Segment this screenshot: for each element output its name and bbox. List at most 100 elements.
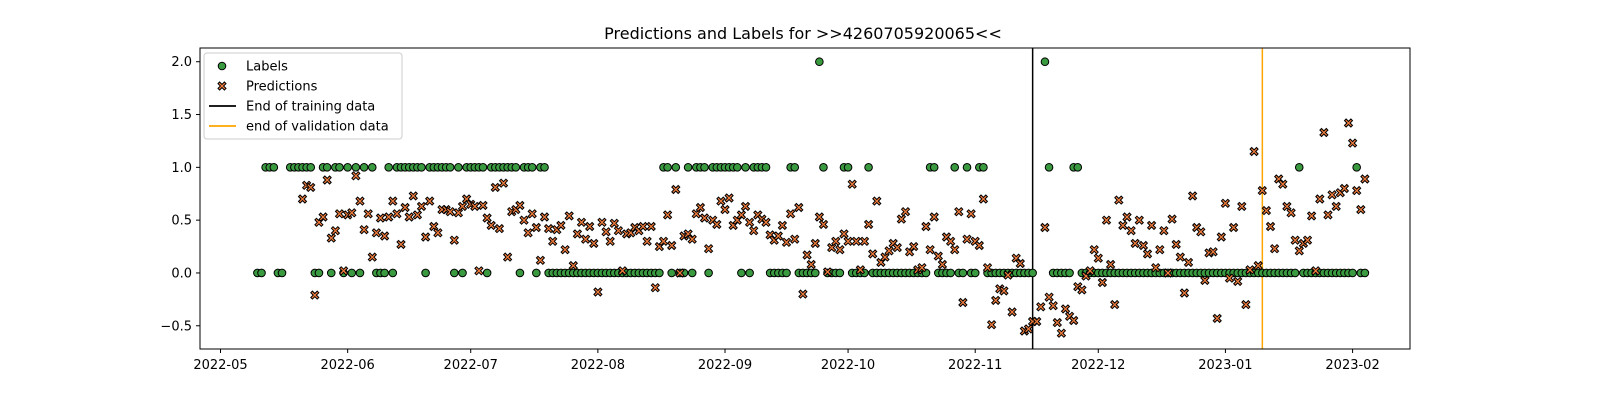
- reference-lines: [1031, 48, 1264, 349]
- label-point: [835, 268, 845, 278]
- prediction-point: [474, 266, 484, 276]
- prediction-point: [371, 228, 382, 238]
- prediction-point: [839, 229, 849, 239]
- prediction-point: [543, 223, 554, 234]
- prediction-point: [699, 213, 710, 223]
- label-point: [1028, 268, 1037, 278]
- prediction-point: [1347, 138, 1358, 148]
- label-point: [1290, 268, 1300, 278]
- prediction-point: [539, 212, 550, 222]
- legend-item-validation-end: end of validation data: [246, 120, 389, 135]
- prediction-point: [1060, 304, 1071, 314]
- prediction-point: [806, 259, 816, 270]
- prediction-point: [1114, 195, 1124, 205]
- prediction-point: [1077, 285, 1087, 295]
- label-point: [1352, 163, 1361, 172]
- prediction-point: [482, 213, 492, 223]
- label-point: [843, 163, 853, 172]
- y-tick-label: 1.0: [171, 161, 192, 176]
- legend-box: [203, 52, 403, 140]
- prediction-point: [1339, 183, 1350, 194]
- prediction-point: [675, 268, 685, 278]
- prediction-point: [863, 219, 874, 230]
- label-point: [326, 268, 336, 278]
- prediction-point: [900, 206, 911, 217]
- prediction-point: [523, 228, 533, 238]
- label-point: [335, 163, 344, 172]
- prediction-point: [822, 267, 833, 277]
- prediction-point: [1343, 118, 1354, 128]
- prediction-point: [1196, 227, 1206, 237]
- label-point: [819, 163, 828, 172]
- label-point: [683, 163, 693, 172]
- prediction-point: [1167, 214, 1177, 224]
- prediction-point: [310, 290, 320, 300]
- prediction-point: [597, 217, 607, 228]
- prediction-point: [1331, 201, 1341, 212]
- prediction-point: [416, 201, 427, 212]
- label-point: [1073, 163, 1083, 172]
- label-point: [454, 163, 463, 172]
- prediction-point: [1286, 208, 1296, 218]
- prediction-point: [1056, 328, 1067, 338]
- prediction-point: [958, 297, 968, 308]
- prediction-point: [1302, 235, 1313, 245]
- x-tick-label: 2022-09: [698, 358, 752, 373]
- prediction-point: [1257, 185, 1268, 196]
- prediction-point: [949, 244, 960, 255]
- prediction-point: [1278, 179, 1288, 189]
- prediction-point: [1228, 222, 1239, 233]
- label-point: [322, 163, 332, 172]
- prediction-point: [1245, 265, 1255, 275]
- prediction-point: [933, 251, 944, 261]
- prediction-point: [367, 252, 378, 262]
- prediction-point: [716, 196, 726, 206]
- x-tick-label: 2022-10: [821, 358, 875, 373]
- prediction-point: [424, 196, 435, 206]
- prediction-point: [978, 194, 989, 204]
- label-point: [761, 163, 771, 172]
- label-point: [929, 163, 939, 172]
- label-point: [1294, 163, 1304, 172]
- prediction-point: [666, 240, 677, 251]
- x-tick-label: 2022-11: [948, 358, 1002, 373]
- prediction-point: [1175, 252, 1186, 262]
- prediction-point: [1048, 300, 1058, 311]
- prediction-point: [646, 221, 656, 232]
- label-point: [269, 163, 279, 172]
- prediction-point: [478, 200, 488, 211]
- prediction-point: [695, 202, 706, 213]
- label-point: [277, 268, 287, 278]
- prediction-point: [519, 215, 529, 225]
- prediction-point: [785, 209, 796, 219]
- prediction-point: [945, 236, 956, 247]
- label-point: [532, 268, 541, 278]
- prediction-point: [1216, 232, 1227, 242]
- prediction-point: [740, 201, 751, 212]
- prediction-point: [334, 209, 345, 219]
- prediction-point: [400, 202, 410, 213]
- prediction-point: [658, 236, 669, 247]
- prediction-point: [502, 252, 513, 262]
- prediction-point: [576, 217, 587, 228]
- label-point: [704, 268, 713, 278]
- prediction-point: [355, 196, 365, 206]
- prediction-point: [297, 194, 308, 204]
- prediction-point: [843, 236, 853, 247]
- label-point: [950, 163, 960, 172]
- x-axis: 2022-05 2022-06 2022-07 2022-08 2022-09 2022-…: [193, 349, 1380, 373]
- prediction-point: [761, 217, 771, 228]
- prediction-point: [1068, 315, 1079, 326]
- prediction-point: [1118, 220, 1128, 231]
- label-point: [421, 268, 430, 278]
- x-tick-label: 2023-02: [1325, 358, 1379, 373]
- label-point: [962, 163, 972, 172]
- prediction-point: [305, 182, 316, 193]
- label-point: [355, 268, 365, 278]
- prediction-point: [1130, 238, 1140, 249]
- prediction-point: [326, 233, 337, 243]
- label-point: [741, 163, 750, 172]
- prediction-point: [1327, 190, 1337, 200]
- prediction-point: [1319, 127, 1329, 138]
- prediction-point: [1351, 185, 1362, 196]
